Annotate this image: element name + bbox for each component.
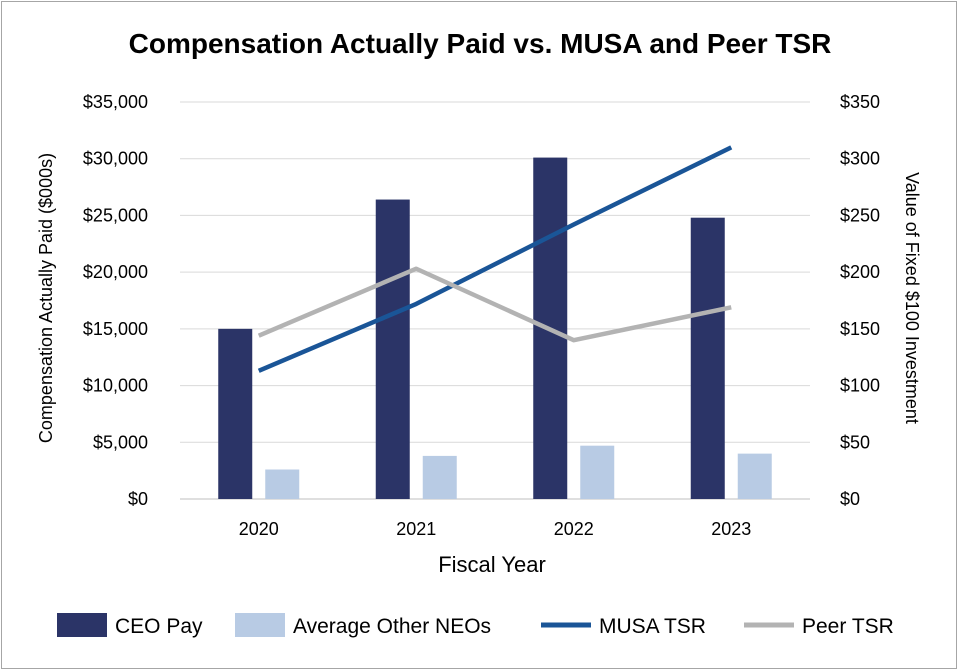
x-tick-label: 2020	[239, 519, 279, 539]
y-tick-label: $5,000	[93, 432, 148, 452]
x-axis-title: Fiscal Year	[438, 552, 546, 577]
y2-tick-label: $0	[840, 489, 860, 509]
y-tick-label: $15,000	[83, 319, 148, 339]
legend-label-average-other-neos: Average Other NEOs	[293, 615, 491, 638]
y-axis-title: Compensation Actually Paid ($000s)	[36, 153, 56, 443]
y-tick-label: $30,000	[83, 149, 148, 169]
lines	[257, 145, 733, 373]
y2-tick-label: $150	[840, 319, 880, 339]
line-musa-tsr	[257, 145, 733, 373]
line-peer-tsr	[257, 266, 732, 343]
y-tick-label: $10,000	[83, 376, 148, 396]
bars	[218, 157, 772, 499]
bar-average-other-neos-2023	[737, 453, 772, 499]
y2-tick-label: $50	[840, 432, 870, 452]
bar-average-other-neos-2022	[580, 445, 615, 499]
y-axis-left-ticks: $0 $5,000 $10,000 $15,000 $20,000 $25,000 $30,…	[83, 92, 148, 509]
y-tick-label: $25,000	[83, 205, 148, 225]
x-tick-label: 2022	[554, 519, 594, 539]
y2-tick-label: $250	[840, 205, 880, 225]
bar-ceo-pay-2023	[690, 217, 725, 499]
y2-tick-label: $350	[840, 92, 880, 112]
chart-title: Compensation Actually Paid vs. MUSA and …	[129, 28, 832, 59]
y2-tick-label: $300	[840, 149, 880, 169]
y-tick-label: $35,000	[83, 92, 148, 112]
y2-tick-label: $200	[840, 262, 880, 282]
x-tick-label: 2023	[711, 519, 751, 539]
x-axis-ticks: 2020 2021 2022 2023	[239, 519, 752, 539]
bar-ceo-pay-2021	[375, 199, 410, 499]
bar-ceo-pay-2020	[218, 328, 253, 499]
bar-average-other-neos-2020	[265, 469, 300, 499]
bar-average-other-neos-2021	[422, 455, 457, 499]
legend-label-ceo-pay: CEO Pay	[115, 615, 203, 638]
y-tick-label: $20,000	[83, 262, 148, 282]
legend-label-peer-tsr: Peer TSR	[802, 615, 894, 638]
y2-tick-label: $100	[840, 376, 880, 396]
x-tick-label: 2021	[396, 519, 436, 539]
legend-swatch-ceo-pay	[57, 613, 107, 637]
legend: CEO Pay Average Other NEOs MUSA TSR Peer TS…	[57, 613, 894, 638]
legend-label-musa-tsr: MUSA TSR	[599, 615, 706, 638]
y-axis-right-ticks: $0 $50 $100 $150 $200 $250 $300 $350	[840, 92, 880, 509]
legend-swatch-average-other-neos	[235, 613, 285, 637]
y2-axis-title: Value of Fixed $100 Investment	[902, 172, 922, 424]
y-tick-label: $0	[128, 489, 148, 509]
